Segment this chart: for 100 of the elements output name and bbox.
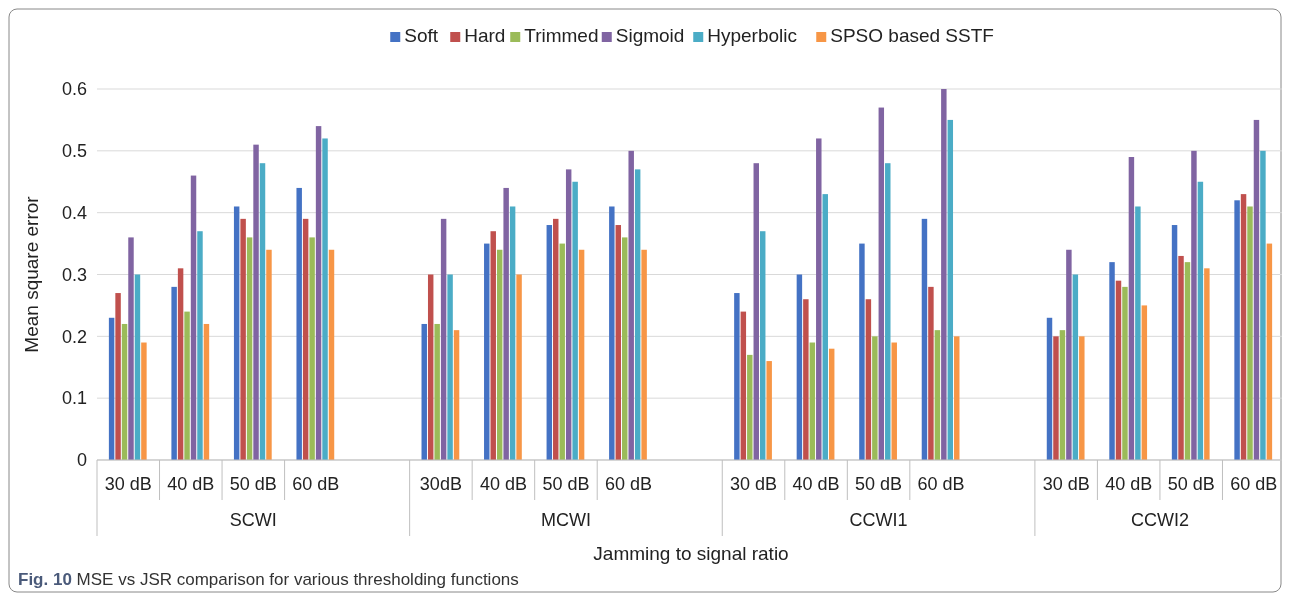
bar	[1109, 262, 1115, 460]
bar	[1053, 336, 1059, 460]
legend-label: Sigmoid	[615, 25, 685, 46]
bar	[128, 237, 134, 460]
x-tick-label: 40 dB	[479, 474, 527, 494]
bar	[634, 169, 641, 460]
legend-label: SPSO based SSTF	[830, 25, 994, 46]
x-tick-label: 50 dB	[542, 474, 590, 494]
bar	[266, 249, 272, 460]
bar	[921, 218, 928, 460]
bar	[190, 175, 197, 460]
bar	[134, 274, 141, 460]
bar	[253, 144, 259, 460]
bar	[553, 218, 559, 460]
bar	[1115, 280, 1122, 460]
bar	[822, 194, 828, 460]
y-tick-label: 0.3	[61, 264, 87, 285]
bar	[203, 323, 210, 460]
bar	[1184, 262, 1191, 460]
y-tick-label: 0.2	[61, 326, 87, 347]
bar	[141, 342, 147, 460]
bar	[954, 336, 960, 460]
legend-label: Trimmed	[524, 25, 599, 46]
bar	[302, 218, 309, 460]
legend-label: Hyperbolic	[707, 25, 798, 46]
bar	[766, 361, 772, 460]
bar	[115, 293, 121, 460]
bar	[615, 225, 622, 460]
x-tick-label: 30dB	[419, 474, 462, 494]
x-tick-label: 60 dB	[604, 474, 652, 494]
bar	[246, 237, 253, 460]
text: CCWI2	[1130, 510, 1189, 530]
bar	[1204, 268, 1210, 460]
x-tick-label: 60 dB	[292, 474, 340, 494]
bar	[759, 231, 766, 460]
bar	[296, 187, 302, 460]
bar	[1240, 194, 1247, 460]
bar	[546, 225, 553, 460]
bar	[1234, 200, 1240, 460]
bar	[328, 249, 335, 460]
bar	[865, 299, 872, 460]
bar	[1079, 336, 1085, 460]
bar	[121, 323, 128, 460]
bar	[421, 323, 427, 460]
bar	[891, 342, 897, 460]
bar	[872, 336, 878, 460]
bar	[1197, 181, 1204, 460]
bar	[641, 249, 647, 460]
bar	[740, 311, 747, 460]
bar	[1072, 274, 1079, 460]
x-tick-label: 50 dB	[855, 474, 903, 494]
bar	[1178, 255, 1184, 460]
y-tick-label: 0.1	[61, 388, 87, 409]
bar	[1046, 317, 1053, 460]
bar	[816, 138, 822, 460]
bar	[490, 231, 496, 460]
bar	[878, 107, 885, 460]
y-tick-label: 0	[76, 450, 87, 471]
bar	[1253, 119, 1260, 460]
bar	[885, 163, 891, 460]
bar	[1260, 150, 1266, 460]
bar	[322, 138, 328, 460]
text: CCWI1	[849, 510, 908, 530]
bar	[747, 354, 753, 460]
bar	[628, 150, 634, 460]
bar	[447, 274, 453, 460]
bar	[440, 218, 447, 460]
bar	[1122, 286, 1128, 460]
bar	[734, 293, 740, 460]
y-tick-label: 0.4	[61, 202, 87, 223]
x-tick-label: 60 dB	[1230, 474, 1278, 494]
bar	[496, 249, 503, 460]
bar	[1171, 225, 1178, 460]
bar	[803, 299, 809, 460]
bar	[453, 330, 460, 460]
bar	[753, 163, 759, 460]
bar	[484, 243, 490, 460]
bar	[434, 323, 440, 460]
bar	[609, 206, 615, 460]
text: MCWI	[540, 510, 591, 530]
bar	[559, 243, 565, 460]
bar	[427, 274, 434, 460]
x-tick-label: 30 dB	[104, 474, 152, 494]
bar	[941, 89, 947, 460]
x-tick-label: 50 dB	[229, 474, 277, 494]
x-tick-label: 40 dB	[167, 474, 215, 494]
bar	[1128, 157, 1135, 460]
bar	[1266, 243, 1273, 460]
bar	[1059, 330, 1066, 460]
bar	[1247, 206, 1253, 460]
bar	[509, 206, 516, 460]
bar	[171, 286, 177, 460]
bar	[934, 330, 941, 460]
bar	[928, 286, 934, 460]
bar	[1066, 249, 1072, 460]
y-tick-label: 0.5	[61, 141, 87, 162]
bar	[309, 237, 315, 460]
bar	[108, 317, 115, 460]
bar	[233, 206, 240, 460]
x-tick-label: 30 dB	[1042, 474, 1090, 494]
